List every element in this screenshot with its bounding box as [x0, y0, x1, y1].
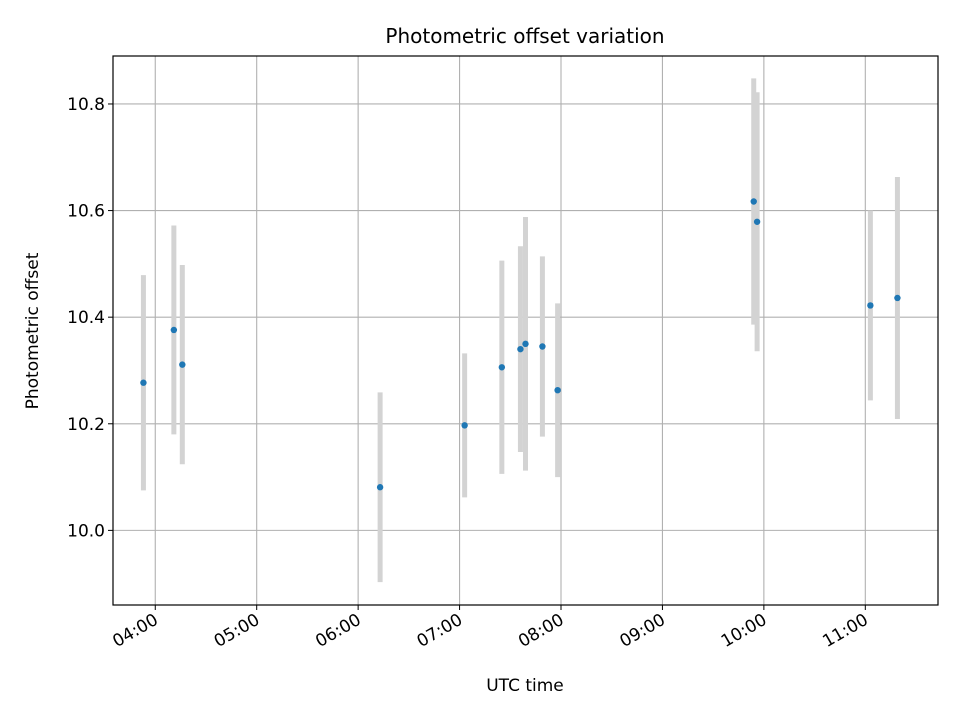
data-point: [539, 343, 546, 350]
x-tick-label: 09:00: [617, 610, 669, 652]
data-point: [522, 340, 529, 348]
chart-title: Photometric offset variation: [385, 24, 664, 48]
y-tick-label: 10.4: [67, 308, 105, 328]
grid: [113, 56, 938, 605]
x-axis: 04:00 05:00 06:00 07:00 08:00 09:00 10:00 11:00: [109, 605, 872, 652]
x-tick-label: 10:00: [718, 610, 770, 652]
data-point: [867, 302, 874, 309]
data-point: [179, 361, 186, 368]
x-axis-label: UTC time: [486, 676, 564, 696]
data-point: [753, 218, 761, 225]
y-tick-label: 10.2: [67, 415, 105, 435]
data-point: [170, 326, 178, 334]
data-point: [517, 345, 524, 353]
y-axis: 10.0 10.2 10.4 10.6 10.8: [67, 95, 113, 541]
data-point: [894, 294, 901, 302]
y-tick-label: 10.6: [67, 202, 105, 222]
data-point: [554, 386, 561, 394]
data-points: [140, 198, 901, 491]
data-point: [498, 364, 506, 371]
data-point: [461, 422, 468, 429]
x-tick-label: 08:00: [515, 610, 567, 652]
y-axis-label: Photometric offset: [23, 252, 43, 409]
x-tick-label: 11:00: [819, 610, 871, 652]
data-point: [750, 198, 757, 205]
x-tick-label: 06:00: [312, 610, 364, 652]
x-tick-label: 05:00: [211, 610, 263, 652]
data-point: [140, 379, 147, 386]
data-point: [376, 484, 384, 491]
x-tick-label: 04:00: [109, 610, 161, 652]
x-tick-label: 07:00: [414, 610, 466, 652]
plot-frame: [112, 55, 939, 606]
y-tick-label: 10.0: [67, 521, 105, 541]
y-tick-label: 10.8: [67, 95, 105, 115]
